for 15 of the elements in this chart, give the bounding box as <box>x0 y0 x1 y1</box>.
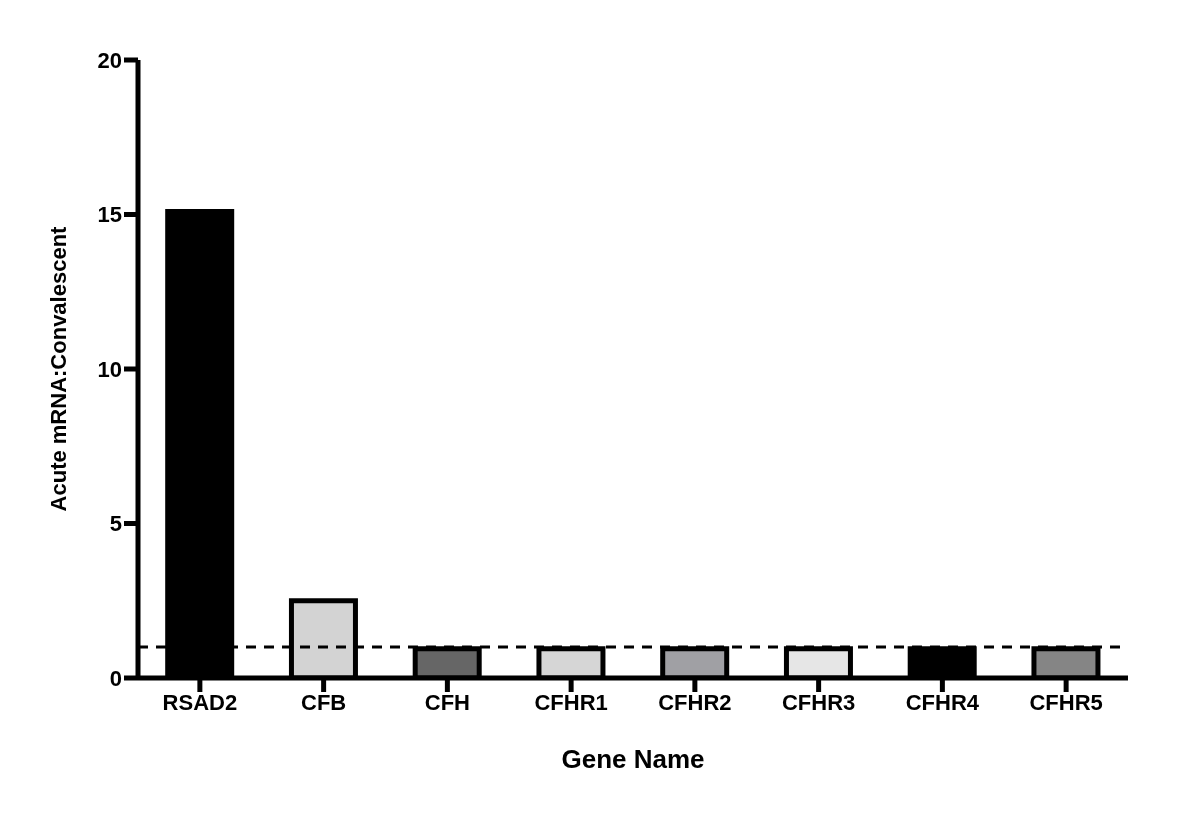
x-tick-label: CFHR3 <box>781 689 856 715</box>
x-tick-label: RSAD2 <box>162 689 238 715</box>
y-tick-label: 5 <box>109 511 122 537</box>
x-tick-label: CFB <box>301 689 347 715</box>
x-tick-label: CFH <box>424 689 470 715</box>
x-tick-label: CFHR4 <box>905 689 980 715</box>
x-axis-title: Gene Name <box>561 744 705 774</box>
y-axis-title: Acute mRNA:Convalescent <box>45 225 71 512</box>
y-tick-label: 15 <box>97 202 122 228</box>
x-tick-label: CFHR5 <box>1029 689 1103 715</box>
y-tick-label: 20 <box>97 47 122 73</box>
y-tick-label: 0 <box>109 665 122 691</box>
x-tick-label: CFHR1 <box>534 689 608 715</box>
y-tick-label: 10 <box>97 356 122 382</box>
x-tick-label: CFHR2 <box>658 689 732 715</box>
